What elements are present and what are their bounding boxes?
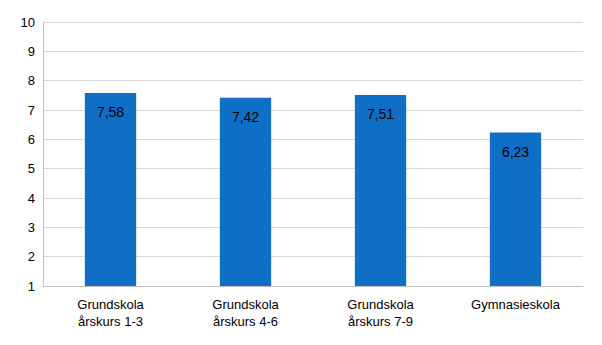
- svg-text:7,42: 7,42: [232, 109, 259, 125]
- svg-text:10: 10: [21, 15, 35, 30]
- svg-text:2: 2: [28, 249, 35, 264]
- svg-text:Grundskola: Grundskola: [77, 297, 144, 312]
- svg-text:6,23: 6,23: [502, 144, 529, 160]
- svg-text:Grundskola: Grundskola: [347, 297, 414, 312]
- svg-text:7,58: 7,58: [97, 104, 124, 120]
- svg-text:7,51: 7,51: [367, 106, 394, 122]
- svg-text:1: 1: [28, 279, 35, 294]
- svg-text:Gymnasieskola: Gymnasieskola: [471, 297, 561, 312]
- svg-text:7: 7: [28, 103, 35, 118]
- svg-text:4: 4: [28, 191, 35, 206]
- svg-text:6: 6: [28, 132, 35, 147]
- svg-text:8: 8: [28, 73, 35, 88]
- svg-text:9: 9: [28, 44, 35, 59]
- svg-text:5: 5: [28, 161, 35, 176]
- svg-text:årskurs 1-3: årskurs 1-3: [78, 314, 143, 329]
- svg-text:årskurs 7-9: årskurs 7-9: [348, 314, 413, 329]
- svg-text:årskurs 4-6: årskurs 4-6: [213, 314, 278, 329]
- svg-text:Grundskola: Grundskola: [212, 297, 279, 312]
- svg-text:3: 3: [28, 220, 35, 235]
